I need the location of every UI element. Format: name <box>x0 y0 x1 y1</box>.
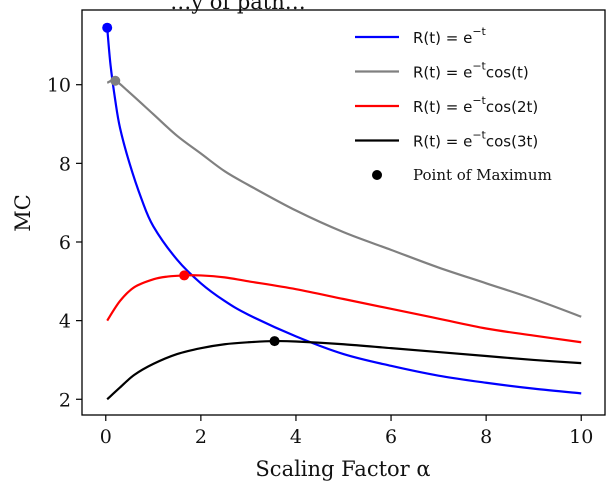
max-point-0 <box>102 22 113 33</box>
x-tick-label: 0 <box>100 426 112 448</box>
x-axis-label: Scaling Factor α <box>255 457 430 481</box>
max-point-1 <box>110 75 121 86</box>
y-tick-label: 6 <box>59 232 71 254</box>
legend: R(t) = e−t R(t) = e−tcos(t) R(t) = e−tcos(… <box>355 25 552 184</box>
series-line-2 <box>106 274 582 344</box>
plot-area: 0 2 4 6 8 10 2 4 6 8 10 <box>47 9 606 448</box>
max-point-2 <box>179 270 190 281</box>
plot-frame <box>81 9 606 416</box>
x-tick-label: 4 <box>290 426 302 448</box>
x-tick-label: 2 <box>195 426 207 448</box>
chart-title: …y of path… <box>170 0 306 14</box>
x-tick-label: 8 <box>480 426 492 448</box>
x-tick-label: 6 <box>385 426 397 448</box>
series-line-3 <box>106 339 582 401</box>
legend-swatch-4 <box>372 170 382 180</box>
y-tick-label: 10 <box>47 75 71 97</box>
y-tick-label: 4 <box>59 311 71 333</box>
series-line-1 <box>106 79 582 318</box>
y-tick-label: 8 <box>59 153 71 175</box>
y-axis-label: MC <box>11 194 35 232</box>
legend-label-1: R(t) = e−tcos(t) <box>413 60 529 82</box>
legend-label-4: Point of Maximum <box>413 166 552 184</box>
legend-label-0: R(t) = e−t <box>413 25 487 47</box>
y-tick-label: 2 <box>59 389 71 411</box>
max-point-3 <box>269 336 280 347</box>
legend-label-2: R(t) = e−tcos(2t) <box>413 94 538 116</box>
x-tick-label: 10 <box>569 426 593 448</box>
legend-label-3: R(t) = e−tcos(3t) <box>413 129 538 151</box>
series-line-0 <box>106 27 582 395</box>
